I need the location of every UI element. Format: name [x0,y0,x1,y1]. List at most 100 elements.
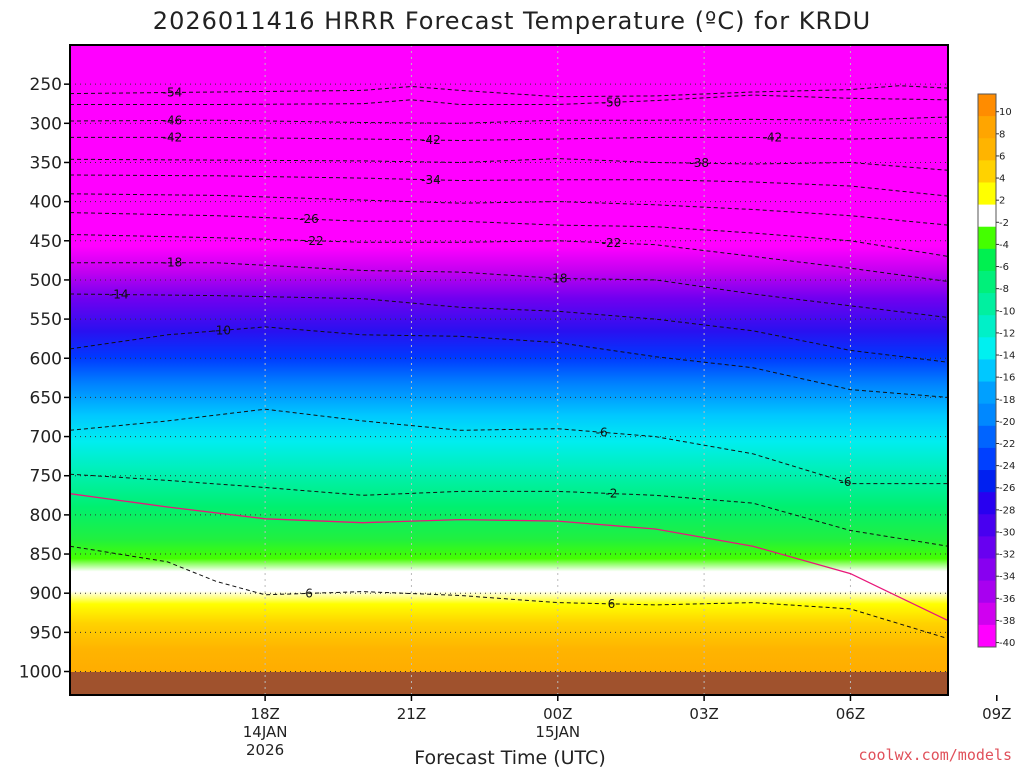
colorbar: 10 8 6 4 2 -2 -4 -6 -8 -10 -12 -14 -16 -18 -20 -22 -24 -2… [977,93,1015,649]
contour-label: -26 [299,212,319,226]
y-tick-label: 350 [30,153,62,173]
contour-labels: -54-50-46-42 -42 -42-38-34-26-22 -22-18-18-… [109,85,852,610]
colorbar-label: 4 [999,174,1005,185]
x-tick-label: 03Z [689,705,718,723]
colorbar-label: -20 [999,417,1015,428]
contour-label: -10 [211,323,231,337]
colorbar-label: -14 [999,351,1015,362]
colorbar-label: 2 [999,196,1005,207]
plot-area: -54-50-46-42 -42 -42-38-34-26-22 -22-18-18-… [70,45,948,695]
contour-line [70,234,948,282]
contour-label: -18 [548,271,568,285]
colorbar-label: -18 [999,395,1015,406]
y-tick-label: 950 [30,623,62,643]
y-tick-label: 750 [30,467,62,487]
colorbar-swatch [978,94,996,117]
ground-below-surface [70,672,948,695]
colorbar-label: 8 [999,129,1005,140]
colorbar-swatch [978,226,996,250]
colorbar-swatch [978,536,996,560]
freezing-line [70,493,948,622]
colorbar-swatch [978,248,996,272]
contour-label: -42 [763,131,783,145]
colorbar-swatch [978,182,996,206]
y-tick-label: 450 [30,232,62,252]
colorbar-label: -4 [999,240,1009,251]
contour-label: 6 [305,586,313,600]
colorbar-label: -34 [999,572,1015,583]
contour-lines [70,85,948,640]
colorbar-swatch [978,293,996,316]
y-tick-label: 700 [30,428,62,448]
colorbar-label: -26 [999,483,1015,494]
colorbar-swatch [978,492,996,515]
contour-line [70,262,948,318]
colorbar-swatch [978,359,996,383]
contour-line [70,326,948,398]
colorbar-swatch [978,403,996,427]
colorbar-label: -40 [999,638,1015,649]
contour-label: -50 [602,95,622,109]
colorbar-label: -6 [999,262,1009,273]
colorbar-label: -10 [999,306,1015,317]
contour-label: -6 [596,425,608,439]
colorbar-label: -38 [999,616,1015,627]
y-tick-label: 550 [30,310,62,330]
colorbar-swatch [978,470,996,493]
colorbar-label: -24 [999,461,1015,472]
y-tick-label: 850 [30,545,62,565]
colorbar-swatch [978,138,996,161]
x-tick-year-label: 2026 [246,741,284,759]
x-tick-date-label: 14JAN [243,723,288,741]
contour-label: -18 [163,256,183,270]
chart-title: 2026011416 HRRR Forecast Temperature (ºC… [153,7,871,35]
colorbar-swatch [978,624,996,648]
temperature-field [70,45,948,695]
colorbar-swatch [978,425,996,449]
y-tick-label: 500 [30,271,62,291]
contour-label: -46 [163,113,183,127]
contour-label: -22 [304,234,324,248]
colorbar-swatch [978,602,996,626]
colorbar-label: -22 [999,439,1015,450]
colorbar-swatch [978,514,996,537]
colorbar-swatch [978,315,996,338]
colorbar-label: -12 [999,328,1015,339]
y-tick-label: 250 [30,75,62,95]
colorbar-swatch [978,160,996,183]
x-tick-label: 06Z [836,705,865,723]
y-tick-label: 1000 [19,663,62,683]
x-tick-label: 00Z [543,705,572,723]
y-tick-label: 800 [30,506,62,526]
x-axis-label: Forecast Time (UTC) [414,747,605,768]
contour-label: -42 [163,130,183,144]
y-tick-label: 300 [30,114,62,134]
contour-label: -6 [840,475,852,489]
plot-frame [69,44,949,696]
contour-label: -54 [163,85,183,99]
contour-label: -14 [109,288,129,302]
colorbar-swatch [978,558,996,582]
contour-label: 6 [608,597,616,611]
colorbar-label: -2 [999,218,1009,229]
x-tick-label: 09Z [982,705,1011,723]
y-tick-label: 600 [30,349,62,369]
colorbar-label: -32 [999,550,1015,561]
contour-label: -34 [421,173,441,187]
y-tick-label: 650 [30,388,62,408]
contour-line [70,293,948,363]
y-tick-label: 400 [30,193,62,213]
colorbar-swatch [978,204,996,228]
colorbar-label: -28 [999,505,1015,516]
colorbar-swatch [978,381,996,405]
colorbar-swatch [978,580,996,604]
colorbar-label: -36 [999,594,1015,605]
colorbar-label: -30 [999,527,1015,538]
credit-text: coolwx.com/models [858,746,1012,764]
colorbar-label: 10 [999,107,1012,118]
x-tick-date-label: 15JAN [535,723,580,741]
x-tick-label: 21Z [397,705,426,723]
gridlines [70,45,948,695]
